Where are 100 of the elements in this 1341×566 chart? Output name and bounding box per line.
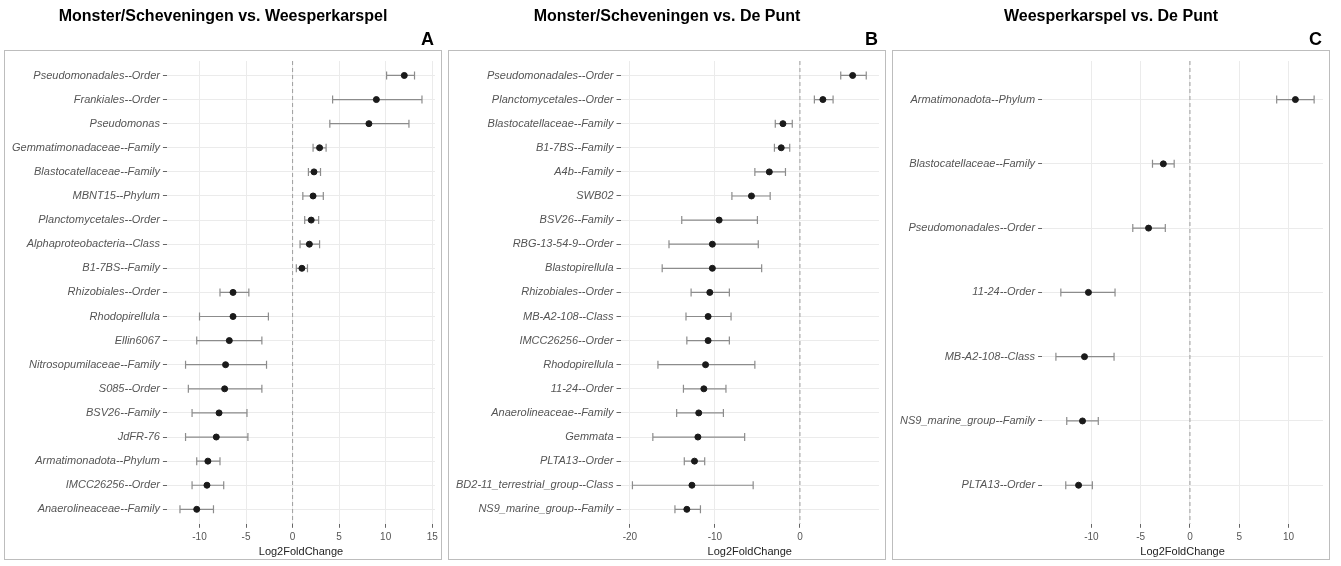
- point: [779, 120, 787, 128]
- x-tick-label: 5: [336, 530, 343, 542]
- y-tick-label: 11-24--Order: [972, 285, 1037, 298]
- y-tick-label: Pseudomonas: [89, 116, 161, 129]
- point: [1080, 353, 1088, 361]
- point: [708, 264, 716, 272]
- point: [777, 144, 785, 152]
- y-tick-label: Alphaproteobacteria--Class: [25, 237, 161, 250]
- y-tick-label: Blastopirellula: [545, 261, 614, 274]
- x-axis-title: Log2FoldChange: [707, 545, 792, 558]
- x-tick-label: -10: [1084, 530, 1100, 542]
- point: [222, 361, 230, 369]
- y-tick-label: Pseudomonadales--Order: [33, 68, 162, 81]
- y-tick-label: Gemmata: [565, 430, 614, 443]
- point: [694, 433, 702, 441]
- point: [305, 240, 313, 248]
- y-tick-label: BSV26--Family: [539, 213, 616, 226]
- point: [212, 433, 220, 441]
- y-tick-label: 11-24--Order: [550, 381, 615, 394]
- point: [225, 337, 233, 345]
- y-tick-label: Armatimonadota--Phylum: [909, 92, 1036, 105]
- point: [706, 288, 714, 296]
- point: [688, 481, 696, 489]
- y-tick-label: IMCC26256--Order: [519, 333, 615, 346]
- point: [372, 96, 380, 104]
- y-tick-label: Frankiales--Order: [73, 92, 162, 105]
- chart-title: Monster/Scheveningen vs. De Punt: [532, 6, 802, 26]
- y-tick-label: Pseudomonadales--Order: [486, 68, 615, 81]
- y-tick-label: Ellin6067: [114, 333, 161, 346]
- x-tick-label: -5: [1136, 530, 1146, 542]
- text: B: [864, 28, 879, 50]
- y-tick-label: B1-7BS--Family: [535, 140, 616, 153]
- y-tick-label: MB-A2-108--Class: [944, 349, 1036, 362]
- point: [400, 71, 408, 79]
- point: [229, 313, 237, 320]
- point: [1084, 288, 1092, 296]
- point: [204, 457, 212, 465]
- point: [849, 71, 857, 79]
- y-tick-label: Anaerolineaceae--Family: [490, 405, 616, 418]
- point: [203, 481, 211, 489]
- y-tick-label: Nitrosopumilaceae--Family: [29, 357, 162, 370]
- point: [704, 337, 712, 345]
- y-tick-label: BD2-11_terrestrial_group--Class: [455, 478, 615, 491]
- y-tick-label: NS9_marine_group--Family: [478, 502, 616, 515]
- point: [193, 505, 201, 513]
- point: [765, 168, 773, 176]
- point: [708, 240, 716, 248]
- x-tick-label: -10: [707, 530, 723, 542]
- x-tick-label: -20: [622, 530, 638, 542]
- x-tick-label: 5: [1236, 530, 1243, 542]
- point: [307, 216, 315, 224]
- x-tick-label: 10: [1282, 530, 1295, 542]
- point: [715, 216, 723, 224]
- y-tick-label: Rhizobiales--Order: [67, 285, 162, 298]
- x-tick-label: 0: [289, 530, 296, 542]
- y-tick-label: PLTA13--Order: [539, 454, 615, 467]
- point: [695, 409, 703, 417]
- y-tick-label: Anaerolineaceae--Family: [36, 502, 162, 515]
- point: [747, 192, 755, 200]
- point: [1075, 481, 1083, 489]
- y-tick-label: RBG-13-54-9--Order: [512, 237, 615, 250]
- y-tick-label: BSV26--Family: [85, 405, 162, 418]
- x-axis-title: Log2FoldChange: [258, 545, 344, 558]
- chart-title: Monster/Scheveningen vs. Weesperkarspel: [57, 6, 389, 26]
- text: C: [1308, 28, 1323, 50]
- chart-title: Weesperkarspel vs. De Punt: [1003, 6, 1219, 26]
- y-tick-label: Gemmatimonadaceae--Family: [12, 140, 162, 153]
- y-tick-label: Rhizobiales--Order: [521, 285, 615, 298]
- y-tick-label: NS9_marine_group--Family: [900, 414, 1037, 427]
- y-tick-label: JdFR-76: [116, 430, 161, 443]
- y-tick-label: S085--Order: [98, 381, 162, 394]
- y-tick-label: PLTA13--Order: [961, 478, 1037, 491]
- x-tick-label: 0: [797, 530, 804, 542]
- point: [215, 409, 223, 417]
- y-tick-label: Blastocatellaceae--Family: [909, 156, 1037, 169]
- point: [221, 385, 229, 393]
- y-tick-label: Planctomycetales--Order: [38, 213, 162, 226]
- x-tick-label: -5: [241, 530, 251, 542]
- point: [1291, 96, 1299, 104]
- point: [1159, 160, 1167, 168]
- point: [1145, 224, 1153, 232]
- point: [1079, 417, 1087, 425]
- y-tick-label: Rhodopirellula: [543, 357, 614, 370]
- x-tick-label: 15: [426, 530, 439, 542]
- y-tick-label: Blastocatellaceae--Family: [34, 164, 162, 177]
- y-tick-label: B1-7BS--Family: [82, 261, 162, 274]
- y-tick-label: MBNT15--Phylum: [72, 189, 160, 202]
- y-tick-label: Blastocatellaceae--Family: [487, 116, 616, 129]
- point: [819, 96, 827, 104]
- x-tick-label: 0: [1187, 530, 1194, 542]
- point: [683, 505, 691, 513]
- point: [229, 288, 237, 296]
- point: [704, 313, 712, 320]
- y-tick-label: Rhodopirellula: [89, 309, 160, 322]
- x-tick-label: -10: [192, 530, 208, 542]
- y-tick-label: MB-A2-108--Class: [523, 309, 615, 322]
- point: [702, 361, 710, 369]
- y-tick-label: Pseudomonadales--Order: [908, 221, 1037, 234]
- point: [691, 457, 698, 465]
- y-tick-label: SWB02: [576, 189, 614, 202]
